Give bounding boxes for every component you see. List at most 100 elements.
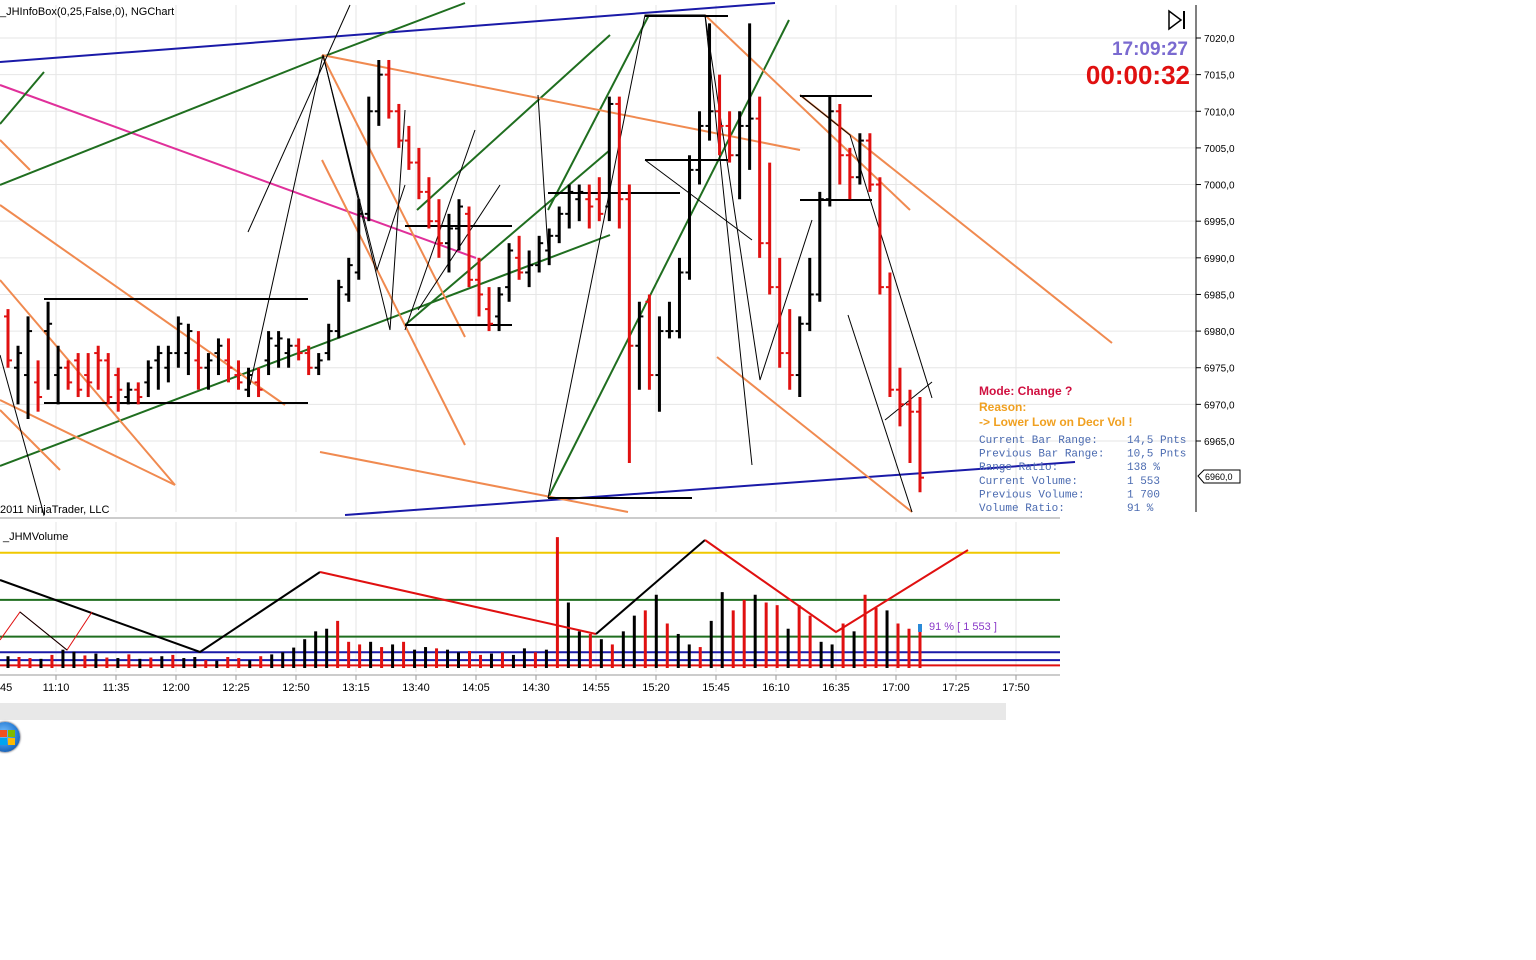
price-bar [334, 279, 343, 339]
trendline-orange [319, 451, 629, 513]
price-bar [44, 301, 53, 390]
price-bar [314, 353, 323, 376]
price-bar [404, 125, 413, 170]
price-bar [605, 96, 614, 222]
price-bar [74, 353, 83, 398]
zigzag [537, 94, 549, 251]
price-bar [795, 316, 804, 398]
price-bar [575, 184, 584, 222]
time-tick-label: 16:10 [762, 682, 790, 694]
price-bar [805, 257, 814, 332]
volume-bars [6, 537, 922, 668]
windows-start-icon[interactable] [0, 722, 20, 752]
horizontal-scrollbar[interactable] [0, 703, 1006, 720]
price-bar [394, 103, 403, 148]
zigzag [704, 14, 813, 381]
trendline-orange [0, 139, 31, 171]
trendline-orange [321, 54, 466, 338]
price-bar [525, 250, 534, 288]
info-row-label: Previous Bar Range: [979, 449, 1104, 461]
price-tick-label: 6980,0 [1204, 327, 1235, 338]
price-bars [4, 23, 924, 493]
price-axis: 7020,0 7015,0 7010,0 7005,0 7000,0 6995,0 6990… [1196, 34, 1235, 448]
time-tick-label: 17:00 [882, 682, 910, 694]
price-bar [545, 228, 554, 266]
trendline-orange [799, 94, 1113, 344]
volume-readout: 91 % [ 1 553 ] [929, 621, 997, 633]
time-tick-label: 13:15 [342, 682, 370, 694]
price-bar [785, 309, 794, 390]
price-bar [14, 345, 23, 405]
price-bar [224, 338, 233, 383]
price-bar [324, 323, 333, 361]
price-bar [905, 389, 914, 463]
price-tick-label: 6995,0 [1204, 217, 1235, 228]
price-bar [174, 316, 183, 368]
trendline-green [547, 19, 790, 499]
price-bar [765, 162, 774, 295]
price-tick-label: 7020,0 [1204, 34, 1235, 45]
trendline-orange [0, 204, 286, 406]
time-tick-label: 12:50 [282, 682, 310, 694]
zigzag [644, 159, 753, 241]
price-bar [4, 309, 12, 368]
trendline-orange [0, 409, 61, 471]
level-lines [44, 15, 872, 499]
time-tick-label: 16:35 [822, 682, 850, 694]
trendline-orange [716, 356, 913, 513]
price-tick-label: 7010,0 [1204, 107, 1235, 118]
trendline-green [324, 2, 466, 57]
price-bar [916, 397, 924, 493]
time-tick-label: 14:30 [522, 682, 550, 694]
vol-zigzag-red [704, 539, 969, 634]
vol-zigzag-red [319, 571, 597, 635]
volume-panel-label: _JHMVolume [2, 531, 68, 543]
vol-zigzag-black [0, 571, 321, 654]
price-bar [134, 382, 143, 405]
price-bar [144, 360, 153, 398]
price-bar [485, 287, 494, 332]
info-mode: Mode: Change ? [979, 384, 1072, 398]
price-bar [555, 206, 564, 244]
zigzag [249, 54, 406, 386]
price-tick-label: 6985,0 [1204, 290, 1235, 301]
info-row-value: 10,5 Pnts [1127, 449, 1186, 461]
price-bar [264, 331, 273, 376]
price-tick-label: 6965,0 [1204, 437, 1235, 448]
info-row-value: 91 % [1127, 503, 1154, 515]
price-bar [414, 147, 423, 200]
info-row-label: Range Ratio: [979, 462, 1058, 474]
price-bar [855, 133, 864, 185]
price-bar [465, 206, 474, 288]
price-bar [84, 353, 93, 398]
time-tick-label: 11:10 [43, 682, 70, 694]
price-bar [304, 345, 313, 376]
price-tick-label: 6970,0 [1204, 400, 1235, 411]
price-bar [695, 111, 704, 185]
time-tick-label: 17:25 [942, 682, 970, 694]
price-bar [875, 177, 884, 295]
price-bar [745, 23, 754, 170]
play-pause-icon[interactable] [1168, 9, 1185, 31]
time-tick-label: 14:55 [582, 682, 610, 694]
info-row-value: 1 553 [1127, 476, 1160, 488]
volume-zigzag [0, 539, 969, 654]
price-bar [665, 301, 674, 339]
last-price-marker: 6960,0 [1197, 469, 1241, 484]
price-bar [685, 155, 694, 280]
price-bar [625, 184, 634, 463]
copyright: 2011 NinjaTrader, LLC [0, 504, 110, 516]
zigzag [547, 14, 753, 499]
zigzag [847, 314, 913, 513]
indicator-label: _JHInfoBox(0,25,False,0), NGChart [0, 6, 174, 18]
vol-zigzag-black [595, 539, 706, 635]
price-bar [354, 199, 363, 280]
price-tick-label: 7005,0 [1204, 144, 1235, 155]
price-bar [234, 360, 243, 390]
price-bar [825, 96, 834, 207]
trendline-green [404, 149, 611, 326]
price-bar [705, 23, 714, 141]
price-bar [635, 301, 644, 390]
price-bar [294, 338, 303, 361]
